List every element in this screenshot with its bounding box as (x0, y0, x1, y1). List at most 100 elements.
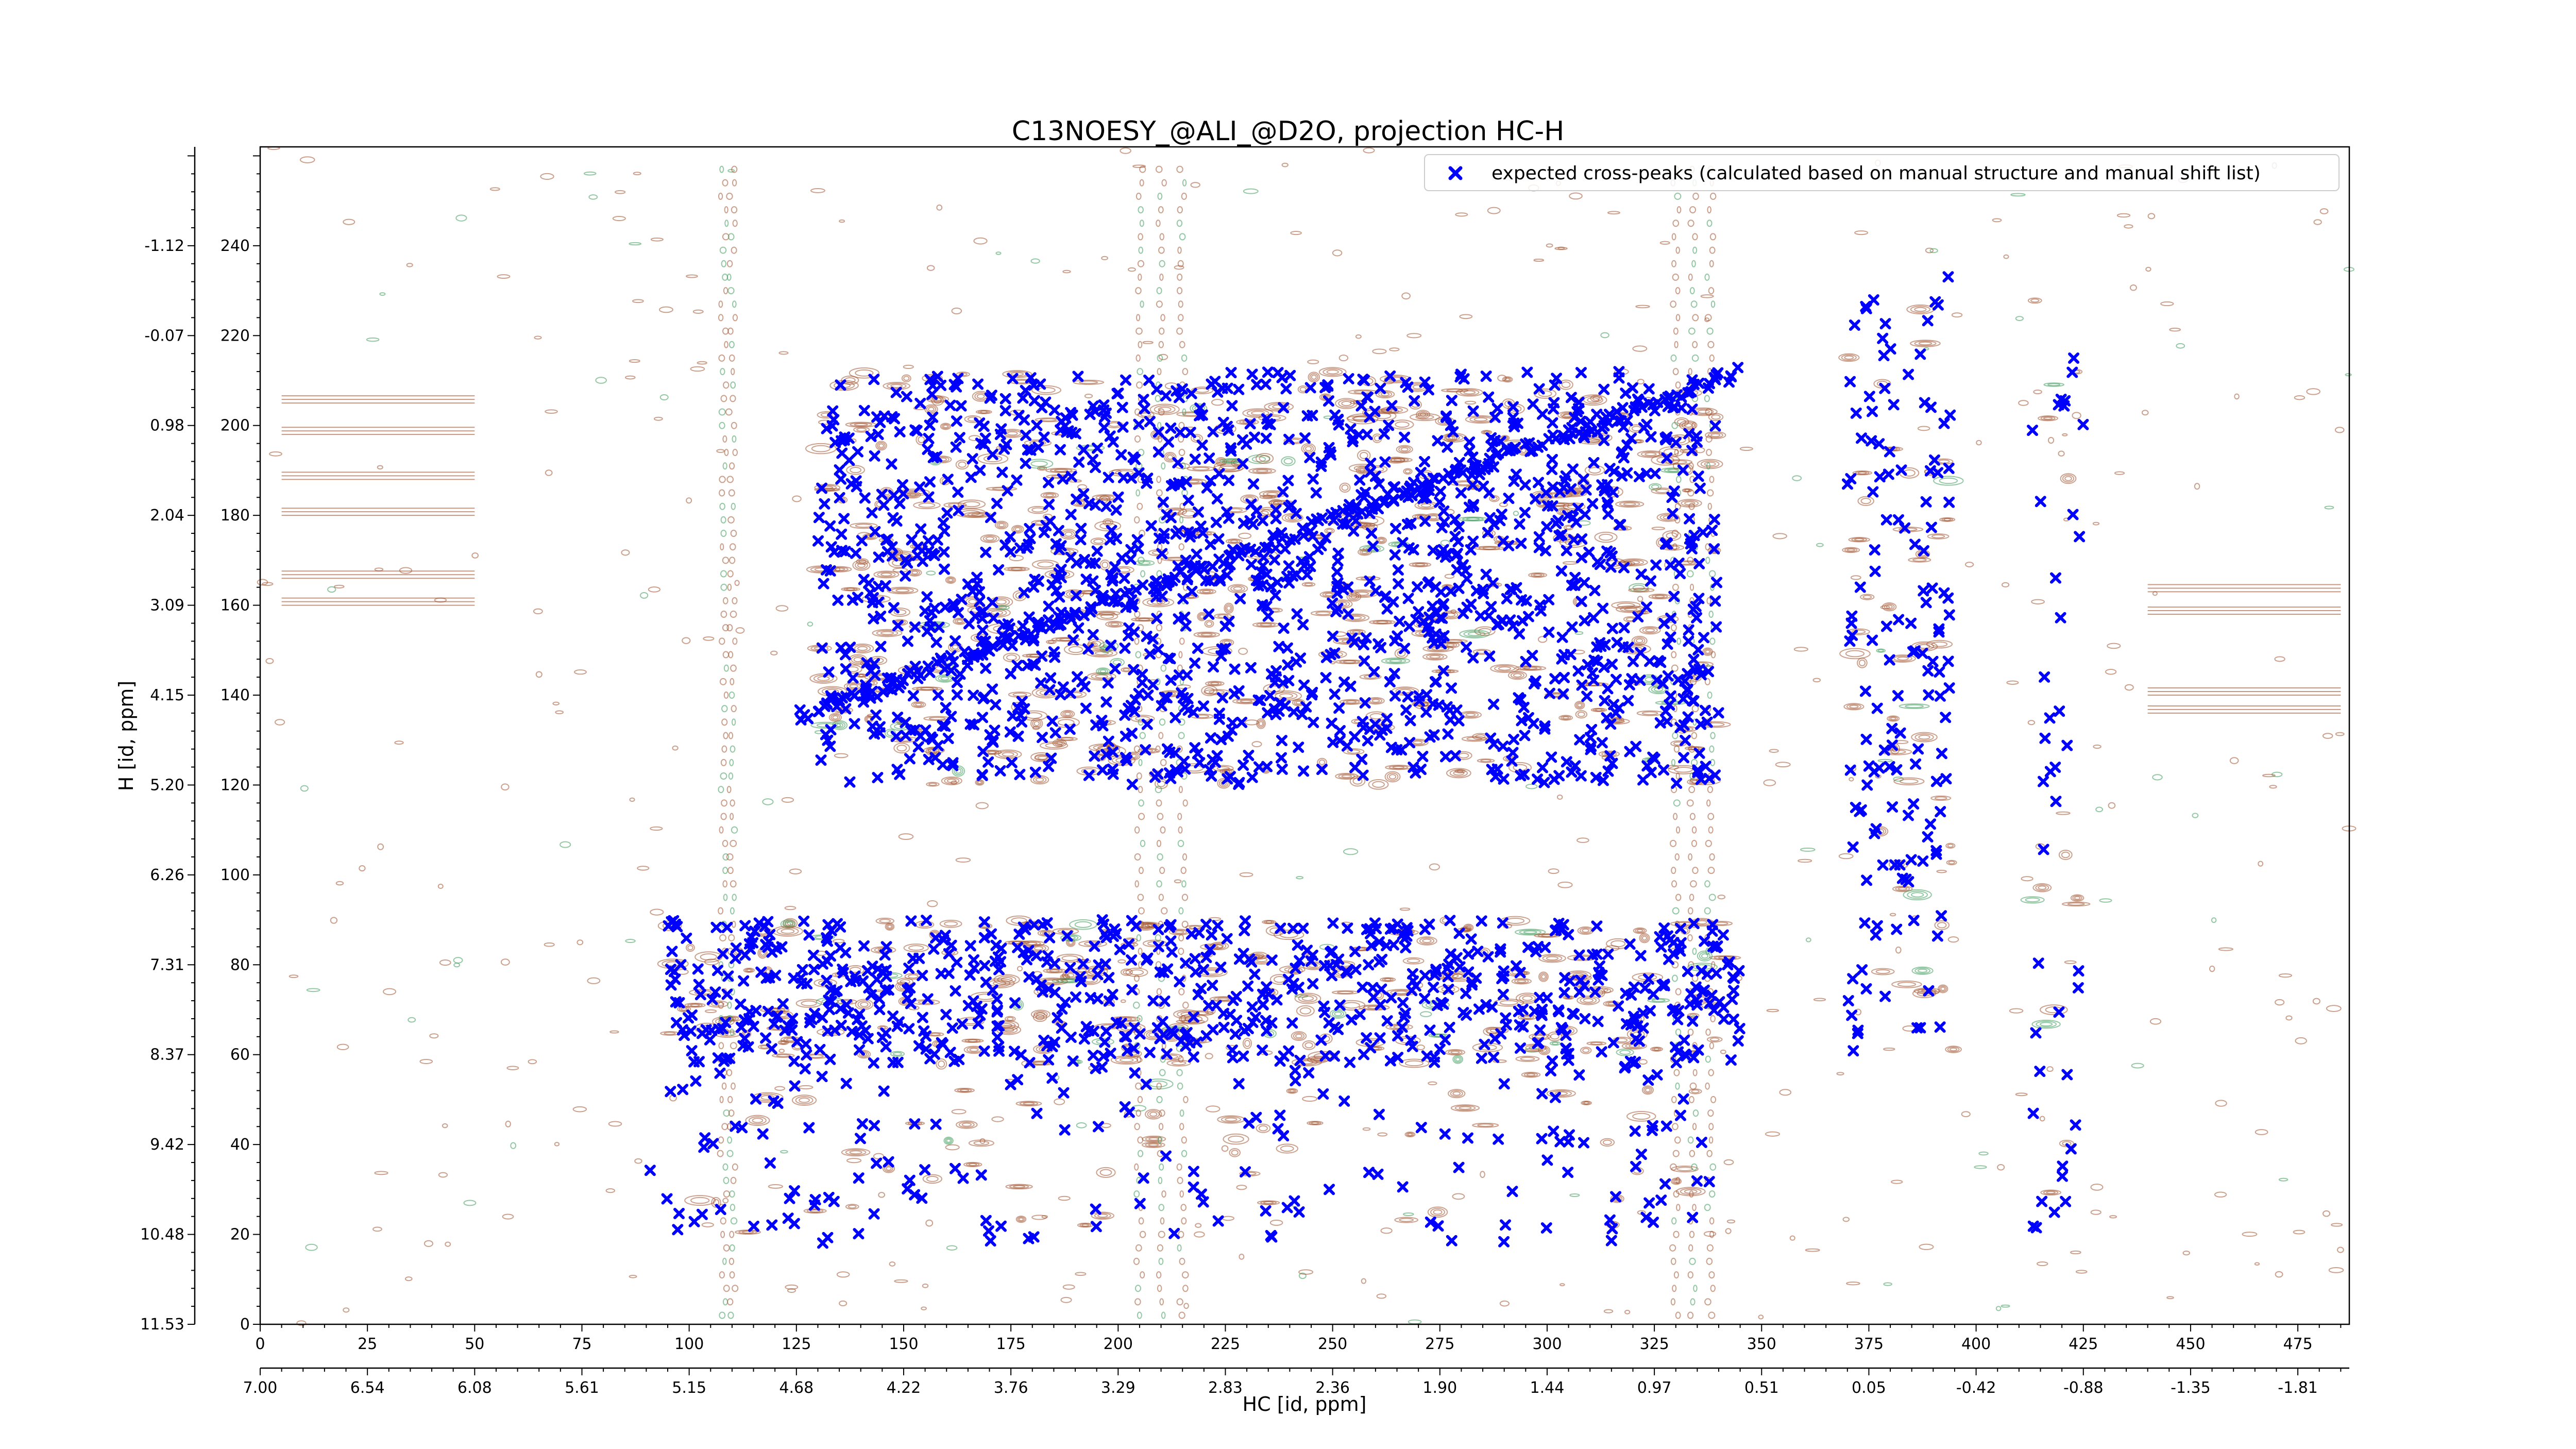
contour-ring (1671, 530, 1679, 537)
cross-peak-marker (1533, 542, 1545, 553)
contour-ring (1221, 1145, 1229, 1152)
contour-ring (873, 570, 900, 579)
contour-ring (1051, 637, 1080, 642)
contour-ring (848, 1205, 857, 1209)
contour-ring (1463, 923, 1474, 932)
contour-ring (1211, 399, 1224, 406)
cross-peak-marker (922, 535, 934, 547)
contour-ring (1554, 1091, 1568, 1096)
cross-peak-marker (991, 498, 1003, 510)
contour-ring (732, 314, 738, 322)
contour-ring (926, 406, 937, 413)
cross-peak-marker (930, 636, 942, 648)
contour-ring (1448, 1050, 1463, 1055)
cross-peak-marker (1422, 384, 1434, 396)
cross-peak-marker (1427, 600, 1438, 612)
cross-peak-marker (835, 473, 847, 485)
contour-ring (1269, 499, 1283, 508)
contour-ring (1710, 651, 1716, 659)
contour-ring (1494, 665, 1515, 672)
contour-ring (1687, 1136, 1694, 1144)
contour-ring (1450, 1050, 1460, 1054)
cross-peak-marker (1693, 558, 1705, 569)
contour-ring (959, 1088, 970, 1092)
cross-peak-marker (1160, 390, 1172, 402)
contour-ring (1355, 334, 1362, 339)
contour-ring (1191, 386, 1214, 395)
contour-ring (545, 469, 553, 476)
cross-peak-marker (1662, 638, 1673, 650)
cross-peak-marker (1677, 693, 1689, 705)
cross-peak-marker (1257, 560, 1269, 572)
cross-peak-marker (1467, 451, 1479, 463)
cross-peak-marker (1423, 576, 1435, 588)
cross-peak-marker (1253, 761, 1265, 773)
contour-ring (1651, 527, 1666, 530)
contour-ring (1672, 583, 1679, 591)
contour-ring (1335, 600, 1350, 608)
contour-ring (891, 587, 914, 594)
contour-ring (1645, 1087, 1651, 1092)
contour-ring (1705, 649, 1710, 654)
contour-ring (2038, 885, 2047, 890)
contour-ring (1359, 1004, 1390, 1011)
cross-peak-marker (1508, 475, 1520, 487)
contour-ring (1460, 389, 1480, 396)
contour-ring (1854, 230, 1869, 235)
cross-peak-marker (1467, 479, 1479, 491)
contour-ring (583, 171, 597, 176)
contour-ring (1084, 393, 1093, 399)
cross-peak-marker (1205, 538, 1216, 550)
cross-peak-marker (1402, 381, 1414, 393)
cross-peak-marker (1004, 531, 1016, 543)
contour-ring (510, 1142, 517, 1149)
contour-ring (998, 523, 1005, 528)
cross-peak-marker (1436, 600, 1448, 612)
contour-ring (1669, 839, 1677, 847)
contour-ring (1389, 347, 1400, 351)
contour-ring (929, 396, 946, 402)
contour-ring (836, 1271, 850, 1278)
contour-ring (1120, 968, 1133, 976)
cross-peak-marker (1354, 474, 1366, 486)
cross-peak-marker (1223, 475, 1234, 486)
cross-peak-marker (1575, 596, 1587, 608)
contour-ring (2090, 1183, 2104, 1191)
cross-peak-marker (1658, 617, 1670, 629)
cross-peak-marker (1196, 440, 1208, 451)
cross-peak-marker (835, 642, 847, 654)
contour-ring (775, 605, 789, 612)
contour-ring (1242, 408, 1274, 418)
contour-ring (968, 1039, 978, 1042)
cross-peak-marker (1233, 777, 1245, 788)
contour-ring (1054, 1098, 1065, 1105)
contour-ring (1704, 1298, 1711, 1306)
contour-ring (1013, 526, 1023, 533)
contour-ring (1692, 246, 1698, 254)
cross-peak-marker (1031, 419, 1043, 431)
cross-peak-marker (991, 993, 1003, 1005)
cross-peak-marker (1204, 575, 1216, 587)
contour-ring (955, 857, 971, 863)
cross-peak-marker (1270, 513, 1282, 525)
cross-peak-marker (931, 370, 943, 382)
contour-ring (1675, 894, 1682, 901)
contour-ring (1200, 633, 1213, 636)
contour-ring (1033, 1010, 1048, 1018)
contour-ring (1263, 1201, 1274, 1205)
cross-peak-marker (1028, 581, 1040, 593)
contour-ring (1178, 988, 1185, 996)
contour-ring (940, 423, 952, 430)
contour-ring (968, 435, 981, 441)
contour-ring (1551, 1041, 1559, 1045)
cross-peak-marker (1665, 690, 1676, 702)
contour-ring (885, 922, 895, 931)
contour-ring (1385, 658, 1406, 664)
contour-ring (716, 449, 725, 453)
contour-ring (334, 584, 345, 589)
contour-ring (1595, 708, 1603, 712)
contour-ring (1709, 1163, 1717, 1171)
contour-ring (730, 907, 735, 915)
contour-ring (730, 799, 735, 807)
cross-peak-marker (1121, 755, 1133, 767)
